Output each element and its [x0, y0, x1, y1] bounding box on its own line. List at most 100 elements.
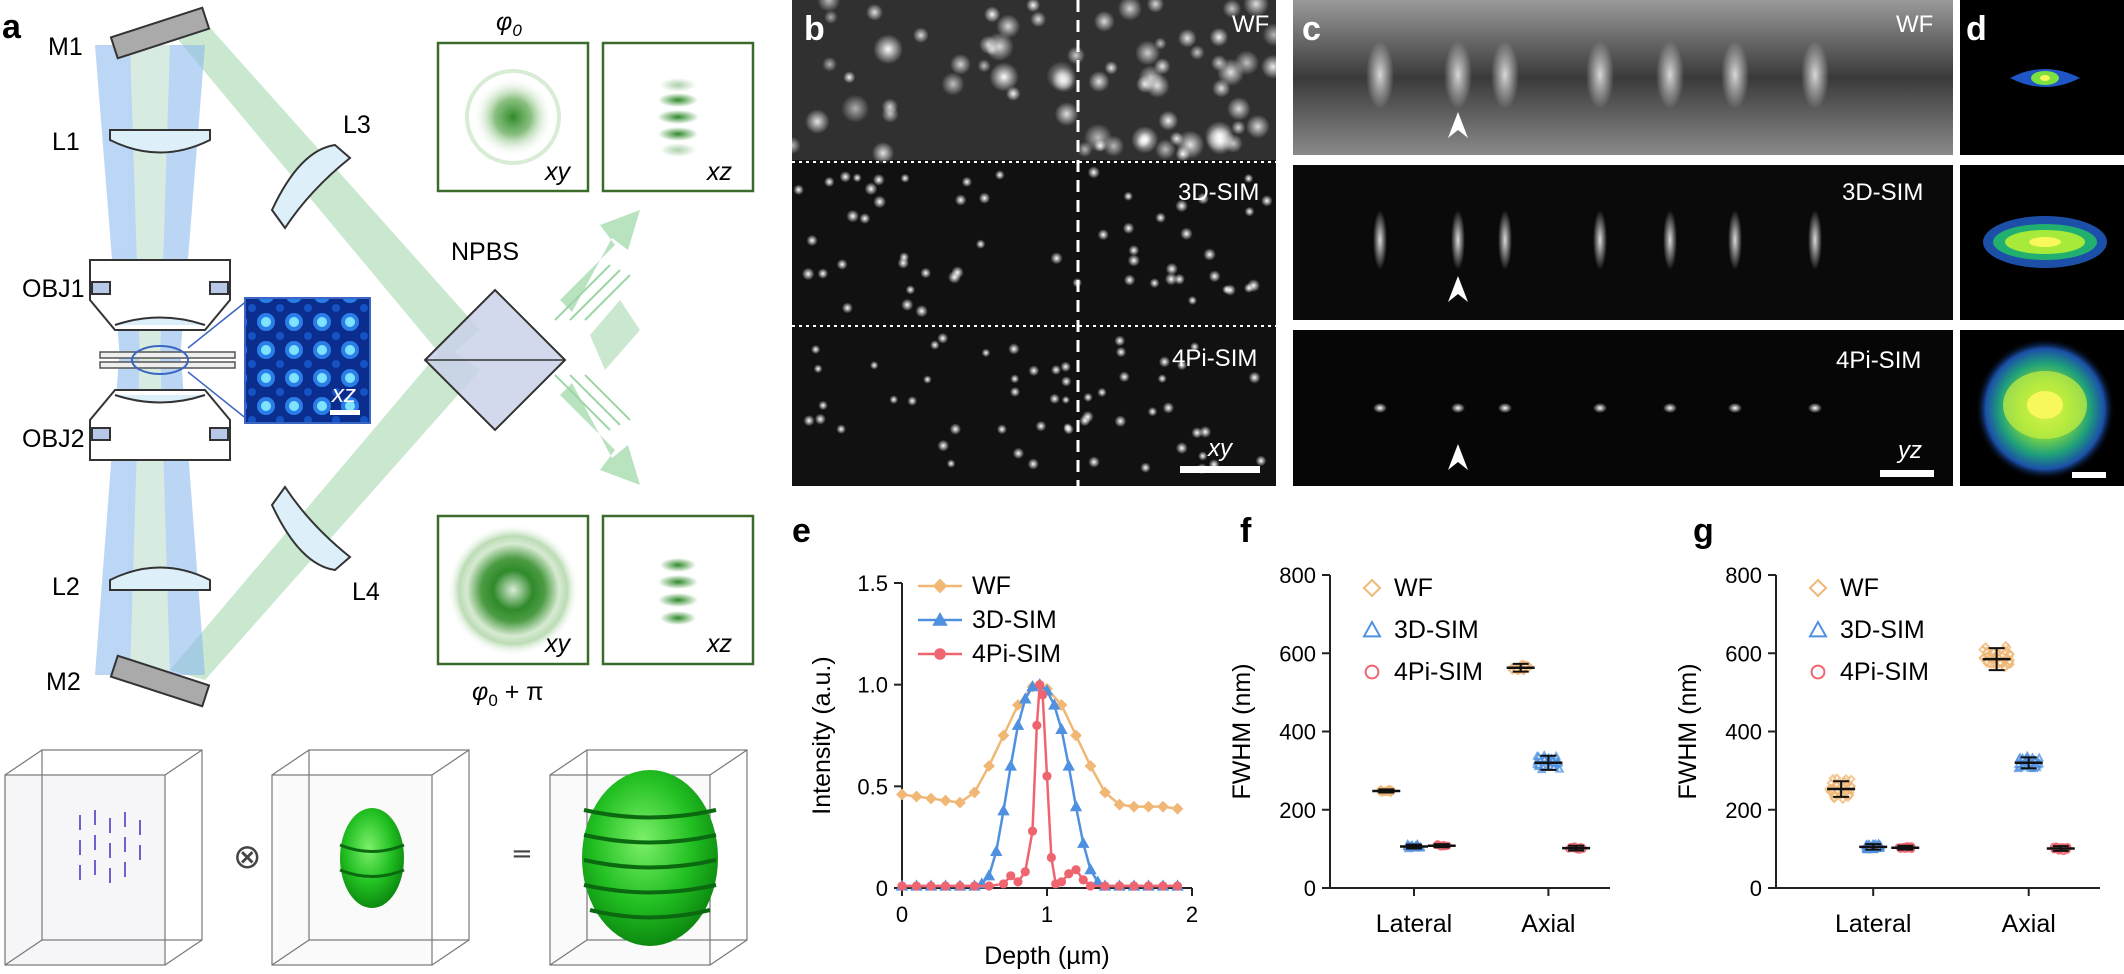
bead-spot — [949, 423, 962, 435]
bead-blob — [1153, 58, 1171, 75]
bead-blob — [881, 98, 899, 115]
marker-circle — [1100, 881, 1110, 891]
bead-blob — [977, 59, 991, 73]
y-tick-label: 0.5 — [857, 774, 888, 799]
bead-spot — [1010, 374, 1020, 384]
bead-spot — [954, 194, 967, 206]
bead-spot — [852, 173, 862, 183]
lens-l1 — [109, 129, 211, 154]
bead-spot — [1122, 222, 1135, 234]
wf-spot — [1586, 41, 1614, 109]
green-beams — [170, 22, 640, 680]
y-tick-label: 600 — [1725, 641, 1762, 666]
y-tick-label: 0 — [1750, 876, 1762, 901]
marker-diamond — [1808, 578, 1828, 598]
sim3d-spot — [1451, 210, 1465, 270]
sim3d-spot — [1593, 210, 1607, 270]
label-phi0: φ0 — [496, 8, 522, 40]
label-l2: L2 — [52, 573, 80, 601]
bead-blob — [1117, 0, 1143, 21]
legend-label: WF — [972, 572, 1011, 600]
bead-spot — [813, 364, 823, 374]
sample-slides — [99, 345, 236, 375]
bead-spot — [1164, 272, 1178, 286]
bead-spot — [817, 268, 829, 279]
marker-diamond — [1362, 578, 1382, 598]
bead-spot — [1008, 343, 1020, 355]
x-tick-label: Lateral — [1835, 910, 1911, 938]
cube-psf — [271, 749, 470, 966]
marker-diamond — [1084, 760, 1097, 772]
marker-circle — [1038, 690, 1048, 700]
marker-diamond — [997, 729, 1010, 742]
marker-diamond — [1128, 800, 1140, 813]
bead-blob — [986, 43, 999, 56]
marker-diamond — [1113, 798, 1126, 811]
marker-triangle — [1533, 759, 1544, 769]
x-tick-label: Lateral — [1376, 910, 1452, 938]
bead-blob — [1088, 71, 1110, 93]
marker-circle — [934, 648, 946, 660]
label-m1: M1 — [48, 33, 83, 61]
bead-spot — [1060, 361, 1071, 373]
marker-diamond — [1142, 800, 1155, 813]
chart-g: 0 200 400 600 800 FWHM (nm) Lateral Axial WF 3D-S… — [1674, 563, 2100, 938]
bead-spot — [930, 340, 940, 350]
sim4pi-spot — [1593, 403, 1607, 413]
scale-bar-d — [2072, 472, 2106, 478]
marker-circle — [1810, 664, 1826, 680]
chart-f: 0 200 400 600 800 FWHM (nm) Lateral Axial WF 3D-S… — [1228, 563, 1610, 938]
label-xy: xy — [544, 630, 572, 658]
bead-spot — [1187, 295, 1198, 306]
bead-blob — [1175, 146, 1191, 162]
marker-diamond — [910, 790, 923, 803]
y-tick-label: 400 — [1279, 720, 1316, 745]
y-tick-label: 200 — [1279, 798, 1316, 823]
bead-blob — [792, 136, 801, 155]
c-label-yz: yz — [1896, 437, 1922, 464]
bead-spot — [1035, 420, 1047, 432]
bead-spot — [1118, 371, 1130, 383]
label-m2: M2 — [46, 668, 81, 696]
label-l4: L4 — [352, 578, 380, 606]
panel-label-c: c — [1302, 10, 1321, 48]
panel-d-image — [1960, 0, 2124, 486]
marker-circle — [1064, 869, 1074, 879]
scale-bar-b — [1180, 466, 1260, 473]
sim4pi-spot — [1728, 403, 1742, 413]
zoom-line — [187, 371, 249, 421]
bead-spot — [923, 375, 932, 384]
wf-spot — [1491, 41, 1519, 109]
bead-blob — [866, 3, 883, 21]
marker-circle — [1056, 877, 1067, 887]
series-line — [901, 685, 1178, 810]
bead-spot — [1087, 166, 1100, 179]
bead-spot — [873, 195, 887, 209]
bead-spot — [901, 298, 914, 311]
bead-spot — [1255, 455, 1267, 467]
bead-blob — [1245, 114, 1270, 139]
label-phi0-pi: φ0 + π — [472, 678, 544, 710]
psf-box-phi0-xy: xy — [436, 41, 590, 193]
bead-spot — [1175, 199, 1188, 213]
bead-spot — [811, 344, 821, 355]
cube-result — [549, 749, 748, 966]
marker-circle — [998, 879, 1009, 889]
marker-triangle — [932, 611, 948, 626]
bead-spot — [1083, 392, 1093, 402]
sim3d-spot — [1663, 210, 1677, 270]
marker-diamond — [1171, 802, 1184, 815]
legend-label: 4Pi-SIM — [972, 640, 1061, 668]
marker-circle — [1032, 720, 1042, 730]
bead-blob — [1158, 110, 1179, 131]
psf-box-phi0-xz: xz — [601, 41, 755, 193]
bead-blob — [989, 62, 1019, 92]
bead-spot — [1176, 359, 1188, 371]
bead-blob — [1135, 40, 1161, 66]
mirror-m2 — [109, 654, 211, 708]
bead-spot — [872, 173, 885, 186]
bead-spot — [801, 267, 815, 281]
bead-spot — [996, 424, 1007, 435]
bead-blob — [949, 53, 971, 75]
bead-spot — [1050, 252, 1063, 265]
